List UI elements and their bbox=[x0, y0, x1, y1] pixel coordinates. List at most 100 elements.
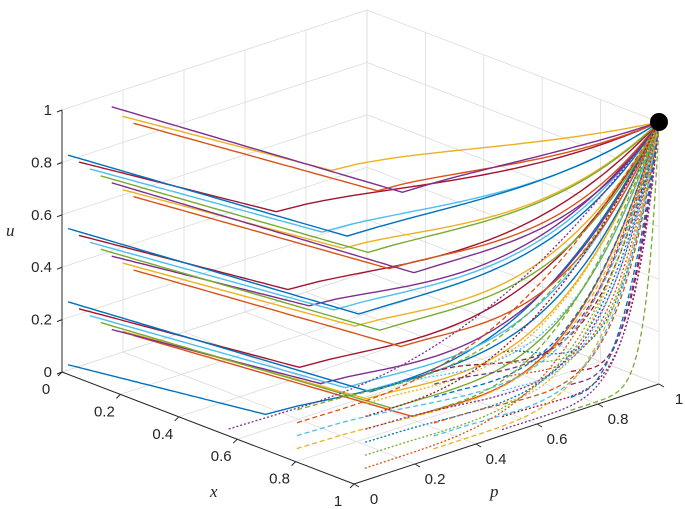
convergence-point-marker bbox=[650, 113, 668, 131]
trajectory-line bbox=[100, 121, 660, 331]
u-tick bbox=[56, 161, 63, 165]
trajectory-line bbox=[100, 121, 660, 409]
x-axis-line bbox=[61, 371, 355, 485]
trajectory-line-dashed bbox=[364, 121, 660, 456]
grid-line bbox=[61, 219, 368, 320]
grid-line bbox=[366, 271, 660, 385]
trajectory-line-dashed bbox=[502, 121, 660, 355]
x-tick-label: 0.6 bbox=[211, 448, 232, 465]
p-tick bbox=[353, 483, 360, 488]
grid-line bbox=[122, 351, 416, 465]
x-tick bbox=[232, 438, 238, 444]
u-axis-label: u bbox=[6, 221, 15, 240]
trajectory-line-dashed bbox=[502, 121, 660, 392]
trajectory-line bbox=[111, 106, 660, 194]
trajectory-line bbox=[78, 121, 660, 291]
trajectory-line-dashed bbox=[228, 121, 660, 430]
x-tick bbox=[349, 483, 355, 489]
trajectory-line-dashed bbox=[433, 121, 660, 450]
trajectory-line bbox=[133, 121, 660, 192]
axes bbox=[56, 109, 665, 489]
grid-line bbox=[61, 62, 368, 163]
x-tick-label: 0 bbox=[42, 381, 50, 398]
trajectory-line-dashed bbox=[501, 121, 660, 431]
p-tick bbox=[658, 383, 665, 388]
x-tick-label: 0.2 bbox=[94, 403, 115, 420]
trajectory-line-dashed bbox=[570, 121, 660, 412]
trajectory-line-dashed bbox=[433, 121, 660, 411]
u-tick-label: 1 bbox=[44, 102, 52, 119]
trajectory-line-dashed bbox=[433, 121, 660, 398]
u-tick-label: 0.6 bbox=[31, 207, 52, 224]
p-axis-label: p bbox=[489, 482, 499, 501]
trajectory-line-dashed bbox=[502, 121, 660, 379]
trajectory-line-dashed bbox=[570, 121, 660, 386]
p-tick bbox=[414, 463, 421, 468]
p-axis-line bbox=[353, 383, 660, 485]
p-tick bbox=[475, 443, 482, 448]
grid-line bbox=[366, 62, 660, 175]
trajectory-line-dashed bbox=[296, 121, 660, 424]
u-tick bbox=[56, 214, 63, 218]
trajectory-line bbox=[67, 121, 660, 315]
trajectory-line-dashed bbox=[570, 121, 660, 399]
trajectory-line bbox=[100, 121, 660, 254]
trajectory-line-dashed bbox=[365, 121, 660, 392]
trajectory-line bbox=[122, 121, 660, 400]
trajectory-line bbox=[133, 121, 660, 270]
u-tick-label: 0.2 bbox=[31, 312, 52, 329]
p-tick bbox=[536, 423, 543, 428]
p-tick-label: 0.6 bbox=[547, 431, 568, 448]
u-tick bbox=[56, 319, 63, 323]
u-tick bbox=[56, 266, 63, 270]
grid-line bbox=[295, 361, 601, 462]
u-tick bbox=[56, 109, 63, 113]
x-tick bbox=[174, 416, 180, 422]
tick-labels: 0 0.2 0.4 0.6 0.8 1 0 0.2 0.4 0.6 0.8 1 0 0.2 0.4 0.6 0.… bbox=[31, 102, 683, 509]
trajectory-line-dashed bbox=[501, 121, 660, 418]
p-tick-label: 0.4 bbox=[486, 451, 507, 468]
grid-line bbox=[366, 9, 660, 123]
trajectory-line-dashed bbox=[502, 121, 660, 366]
u-tick-label: 0 bbox=[44, 364, 52, 381]
trajectory-line-dashed bbox=[502, 121, 660, 405]
p-tick-label: 1 bbox=[675, 391, 683, 408]
trajectory-line bbox=[67, 121, 660, 237]
x-tick-label: 0.4 bbox=[152, 426, 173, 443]
p-tick bbox=[597, 403, 604, 408]
grid-line bbox=[61, 114, 368, 216]
p-tick-label: 0.8 bbox=[608, 411, 629, 428]
grid-line bbox=[305, 291, 599, 405]
trajectory-line bbox=[111, 121, 660, 274]
grid-line bbox=[61, 9, 368, 111]
trajectory-line bbox=[111, 121, 660, 307]
trajectory-line bbox=[122, 121, 660, 327]
trajectory-line-dashed bbox=[365, 121, 660, 418]
trajectory-line bbox=[67, 121, 660, 393]
trajectory-line-dashed bbox=[433, 121, 660, 437]
grid-line bbox=[120, 294, 426, 395]
x-tick bbox=[116, 394, 121, 399]
trajectory-line-dashed bbox=[364, 121, 660, 469]
trajectory-line-dashed bbox=[296, 121, 660, 437]
trajectory-line bbox=[89, 121, 660, 311]
x-tick bbox=[57, 371, 63, 377]
trajectory-line-dashed bbox=[296, 121, 660, 450]
grid-line bbox=[61, 166, 368, 268]
x-tick-label: 1 bbox=[334, 493, 342, 509]
trajectory-line bbox=[122, 115, 660, 172]
p-tick-label: 0.2 bbox=[425, 471, 446, 488]
u-tick-label: 0.8 bbox=[31, 154, 52, 171]
trajectory-line bbox=[122, 121, 660, 250]
trajectory-line bbox=[78, 121, 660, 213]
u-tick-label: 0.4 bbox=[31, 259, 52, 276]
trajectory-line bbox=[67, 121, 660, 416]
grid-line bbox=[237, 338, 543, 440]
x-tick bbox=[291, 461, 296, 466]
trajectory-line-dashed bbox=[434, 121, 660, 385]
x-tick-label: 0.8 bbox=[269, 471, 290, 488]
grid-line bbox=[61, 271, 368, 373]
p-tick-label: 0 bbox=[370, 491, 378, 508]
x-axis-label: x bbox=[209, 482, 218, 501]
